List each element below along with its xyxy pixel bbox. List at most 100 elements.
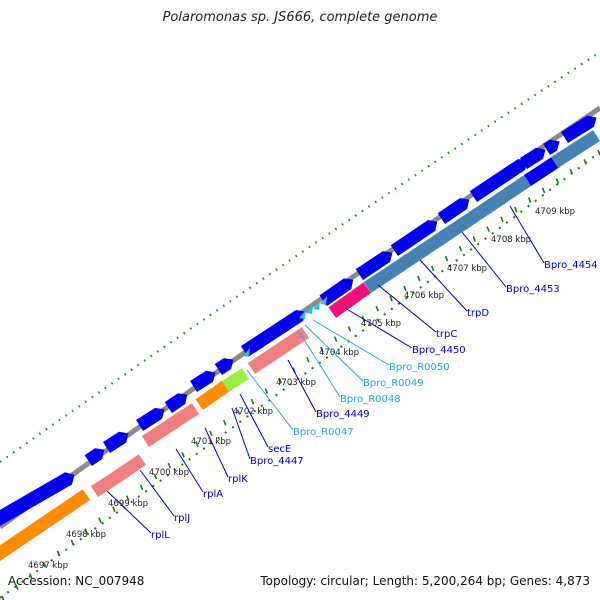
trpC-block[interactable] — [328, 282, 371, 318]
label-leader — [239, 393, 269, 448]
scale-tick — [527, 197, 532, 203]
gene-label-bpro_4450[interactable]: Bpro_4450 — [412, 345, 466, 356]
scale-tick — [375, 305, 379, 312]
bpro4453-block[interactable] — [444, 208, 482, 239]
gene-label-bpro_r0049[interactable]: Bpro_R0049 — [363, 378, 424, 389]
rna-marker[interactable] — [320, 296, 327, 305]
cds-forward-5[interactable] — [164, 393, 188, 413]
scale-tick — [112, 506, 116, 512]
cds-forward-4[interactable] — [135, 407, 165, 431]
gene-label-bpro_r0048[interactable]: Bpro_R0048 — [340, 394, 401, 405]
gene-label-rpll[interactable]: rplL — [151, 530, 170, 541]
scale-tick — [333, 336, 338, 343]
outer-dotted-track — [0, 51, 600, 463]
gene-label-bpro_4447[interactable]: Bpro_4447 — [250, 456, 304, 467]
scale-tick — [28, 573, 33, 579]
scale-label: 4697 kbp — [28, 561, 68, 571]
trpD-block[interactable] — [363, 228, 452, 293]
scale-label: 4704 kbp — [319, 348, 359, 358]
accession-text: Accession: NC_007948 — [8, 574, 145, 588]
rna-marker[interactable] — [243, 348, 250, 357]
label-leader — [377, 284, 437, 333]
cds-forward-13[interactable] — [469, 159, 528, 202]
cds-forward-9[interactable] — [319, 278, 354, 306]
scale-tick — [555, 178, 560, 184]
rna-marker[interactable] — [313, 301, 320, 310]
cds-forward-2[interactable] — [84, 448, 105, 466]
scale-tick — [195, 441, 199, 447]
scale-tick — [15, 584, 19, 590]
scale-tick — [486, 226, 490, 232]
scale-label: 4702 kbp — [233, 407, 273, 417]
cds-forward-7[interactable] — [214, 358, 234, 375]
secE-block[interactable] — [221, 368, 249, 392]
label-leader — [509, 205, 545, 264]
gene-label-bpro_r0050[interactable]: Bpro_R0050 — [389, 362, 450, 373]
scale-tick — [84, 528, 88, 535]
cds-forward-10[interactable] — [355, 251, 393, 280]
gene-label-bpro_4454[interactable]: Bpro_4454 — [544, 260, 598, 271]
cds-orange-1[interactable] — [0, 489, 90, 561]
rplL-block[interactable] — [90, 473, 118, 497]
scale-label: 4708 kbp — [491, 235, 531, 245]
label-leader — [106, 490, 152, 534]
scale-label: 4709 kbp — [535, 207, 575, 217]
scale-tick — [389, 295, 393, 302]
rplJ-block[interactable] — [110, 454, 146, 484]
gene-label-bpro_4453[interactable]: Bpro_4453 — [506, 284, 560, 295]
gene-label-rplj[interactable]: rplJ — [174, 513, 190, 524]
gene-label-rpla[interactable]: rplA — [203, 489, 223, 500]
gene-label-bpro_r0047[interactable]: Bpro_R0047 — [293, 427, 354, 438]
cds-forward-16[interactable] — [561, 115, 597, 143]
scale-tick — [430, 265, 435, 272]
cds-forward-1[interactable] — [0, 472, 75, 526]
cds-lower-steel[interactable] — [550, 130, 600, 168]
scale-tick — [98, 517, 102, 523]
gene-label-trpd[interactable]: trpD — [467, 308, 489, 319]
cds-forward-15[interactable] — [543, 139, 560, 155]
scale-tick — [458, 245, 463, 252]
scale-label: 4699 kbp — [108, 499, 148, 509]
label-leader — [419, 259, 468, 312]
label-leader — [175, 448, 204, 493]
scale-tick — [56, 550, 61, 557]
cds-lower-blue[interactable] — [523, 156, 560, 186]
cds-forward-12[interactable] — [437, 198, 470, 224]
label-leader — [312, 319, 390, 366]
label-leader — [344, 307, 413, 349]
scale-tick — [264, 388, 269, 394]
scale-tick — [347, 326, 352, 332]
cds-forward-14[interactable] — [520, 147, 546, 169]
label-leader — [139, 469, 175, 517]
rna-marker[interactable] — [306, 305, 313, 314]
scale-tick — [541, 187, 546, 194]
cds-forward-8[interactable] — [240, 309, 306, 357]
cds-forward-11[interactable] — [390, 220, 438, 256]
gene-label-trpc[interactable]: trpC — [436, 329, 457, 340]
scale-label: 4706 kbp — [404, 291, 444, 301]
scale-tick — [153, 473, 158, 480]
rplK-block[interactable] — [195, 380, 230, 410]
scale-tick — [403, 285, 407, 292]
map-title: Polaromonas sp. JS666, complete genome — [162, 10, 438, 25]
gene-label-rplk[interactable]: rplK — [228, 474, 248, 485]
label-leader — [304, 324, 364, 382]
rplA-block[interactable] — [141, 403, 199, 447]
rna-marker[interactable] — [299, 310, 306, 319]
cds-forward-6[interactable] — [190, 370, 216, 392]
scale-tick — [514, 206, 518, 213]
scale-tick — [569, 168, 574, 175]
scale-tick — [209, 430, 213, 437]
bpro4454-block[interactable] — [474, 175, 531, 219]
label-leader — [231, 407, 251, 460]
gene-label-bpro_4449[interactable]: Bpro_4449 — [316, 409, 370, 420]
label-leader — [204, 427, 229, 478]
gene-label-sece[interactable]: secE — [268, 444, 291, 455]
scale-tick — [223, 419, 227, 426]
scale-tick — [278, 377, 282, 384]
scale-tick — [472, 236, 476, 242]
bpro4449-block[interactable] — [247, 327, 309, 374]
scale-tick — [181, 452, 185, 458]
cds-forward-3[interactable] — [103, 431, 129, 453]
